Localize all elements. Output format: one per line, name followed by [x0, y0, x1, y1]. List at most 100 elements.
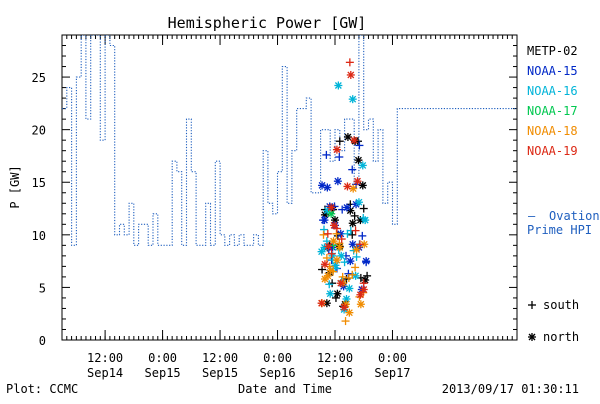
north-point	[342, 203, 351, 212]
north-point	[362, 257, 371, 266]
south-point	[323, 229, 332, 238]
north-marker-d2	[349, 185, 357, 193]
south-point	[359, 204, 368, 213]
north-point	[336, 229, 345, 238]
chart-title: Hemispheric Power [GW]	[168, 14, 367, 32]
north-marker-d2	[361, 216, 369, 224]
x-tick-label-date: Sep15	[202, 366, 238, 380]
north-marker-d2	[321, 260, 329, 268]
south-point	[322, 150, 331, 159]
north-marker-d2	[337, 279, 345, 287]
ovation-legend-dash: —	[528, 209, 536, 223]
north-marker-d2	[356, 291, 364, 299]
north-point	[346, 70, 355, 79]
north-point	[332, 256, 341, 265]
legend-noaa-18: NOAA-18	[527, 124, 578, 138]
south-point	[351, 226, 360, 235]
north-point	[323, 183, 332, 192]
north-point	[361, 216, 370, 225]
north-marker-d2	[330, 237, 338, 245]
north-marker-d2	[349, 95, 357, 103]
north-point	[346, 257, 355, 266]
north-marker-d2	[323, 184, 331, 191]
north-marker-d2	[345, 309, 353, 317]
x-axis-label: Date and Time	[238, 382, 332, 396]
north-point	[327, 203, 336, 212]
north-marker-d2	[327, 267, 335, 275]
north-marker-d2	[345, 285, 353, 292]
x-tick-label-time: 0:00	[263, 351, 292, 365]
x-tick-label-date: Sep17	[374, 366, 410, 380]
north-point	[329, 237, 338, 246]
north-marker-d2	[318, 248, 326, 256]
north-point	[335, 243, 344, 252]
south-point	[340, 258, 349, 267]
x-tick-label-time: 0:00	[148, 351, 177, 365]
north-point	[320, 216, 329, 225]
north-marker-d2	[327, 210, 335, 218]
x-tick-label-time: 12:00	[202, 351, 238, 365]
south-point	[348, 230, 357, 239]
north-point	[326, 266, 335, 275]
x-tick-label-time: 12:00	[87, 351, 123, 365]
north-point	[352, 245, 361, 254]
north-marker-d2	[334, 82, 342, 89]
north-marker-d2	[324, 272, 332, 280]
ovation-legend-line2: Prime HPI	[527, 223, 592, 237]
north-marker-d2	[318, 181, 326, 189]
south-point	[322, 237, 331, 246]
north-point	[327, 209, 336, 218]
north-point	[340, 303, 349, 312]
y-tick-label: 20	[32, 124, 46, 138]
north-point	[317, 247, 326, 256]
legend-noaa-15: NOAA-15	[527, 64, 578, 78]
north-point	[317, 299, 326, 308]
legend-north	[528, 333, 536, 341]
north-marker-d2	[347, 71, 355, 79]
north-point	[353, 177, 362, 186]
north-point	[326, 289, 335, 298]
north-marker-d2	[324, 242, 332, 250]
x-tick-label-date: Sep16	[259, 366, 295, 380]
y-tick-label: 10	[32, 229, 46, 243]
north-point	[320, 260, 329, 269]
north-marker-d2	[344, 133, 352, 141]
north-marker-d2	[337, 230, 345, 238]
south-point	[327, 249, 336, 258]
south-point	[358, 231, 367, 240]
north-marker-d2	[362, 257, 370, 265]
north-marker-d2	[357, 300, 365, 308]
north-point	[345, 284, 354, 293]
north-point	[336, 279, 345, 288]
x-tick-label-date: Sep14	[87, 366, 123, 380]
y-axis-label: P [GW]	[8, 165, 22, 208]
south-point	[325, 280, 334, 289]
north-marker-d2	[343, 204, 351, 211]
legend: METP-02 NOAA-15 NOAA-16 NOAA-17 NOAA-18 NOAA-…	[527, 44, 579, 344]
north-point	[333, 177, 342, 186]
legend-south	[528, 301, 536, 309]
south-point	[335, 153, 344, 161]
north-point	[351, 271, 360, 280]
north-point	[354, 156, 363, 165]
x-tick-label-date: Sep15	[145, 366, 181, 380]
north-point	[358, 161, 367, 170]
north-point	[348, 240, 357, 249]
north-marker-d2	[333, 290, 341, 298]
north-marker-d2	[327, 204, 335, 211]
footer-left: Plot: CCMC	[6, 382, 78, 396]
north-marker-d2	[346, 207, 354, 215]
south-point	[351, 263, 360, 272]
south-point	[322, 253, 331, 262]
north-marker-d2	[334, 177, 342, 185]
north-marker-d2	[343, 182, 351, 190]
ovation-legend-line1: Ovation	[549, 209, 600, 223]
north-point	[356, 300, 365, 309]
north-point	[324, 242, 333, 251]
y-tick-label: 0	[39, 334, 46, 348]
north-marker-d2	[360, 240, 368, 248]
north-marker-d2	[352, 272, 360, 280]
north-marker-d2	[321, 216, 328, 224]
north-marker-d2	[359, 181, 367, 189]
